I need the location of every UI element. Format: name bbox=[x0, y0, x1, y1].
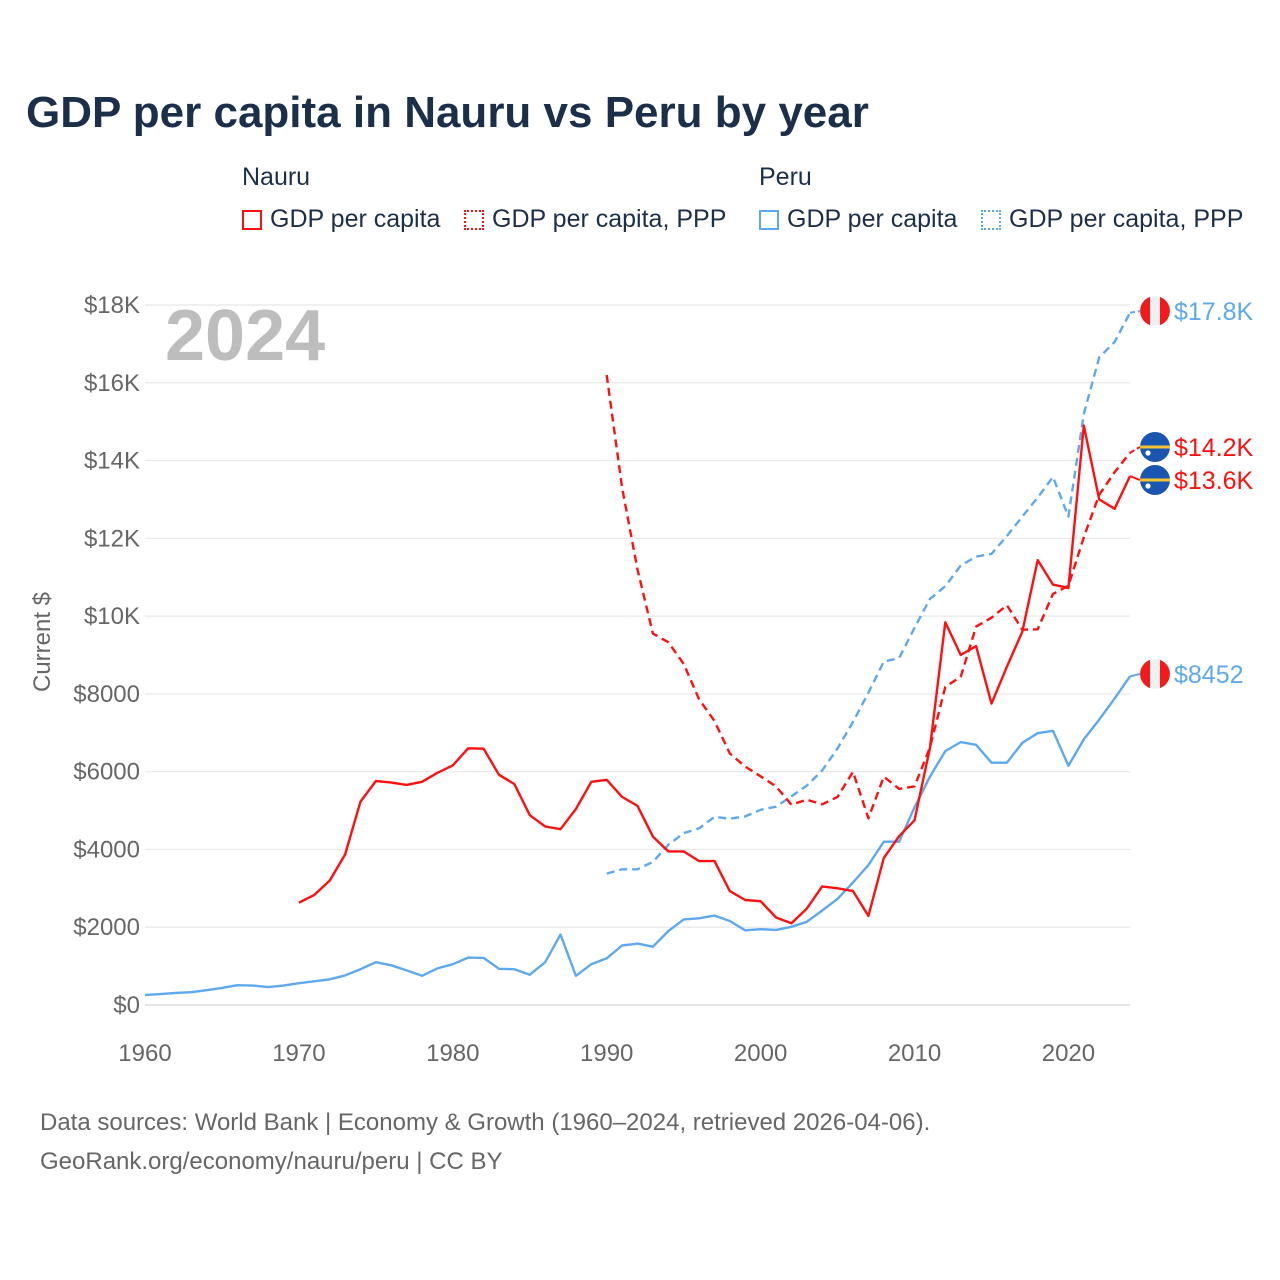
legend-swatch-solid bbox=[242, 209, 262, 230]
peru-flag-stripe bbox=[1140, 296, 1150, 326]
year-watermark: 2024 bbox=[165, 296, 326, 376]
y-tick-label: $10K bbox=[84, 603, 140, 630]
legend-label: GDP per capita, PPP bbox=[1009, 205, 1244, 233]
end-connector bbox=[1129, 446, 1141, 454]
series-line-peru-gdp-per-capita-ppp bbox=[606, 312, 1132, 875]
y-axis-label: Current $ bbox=[29, 592, 56, 692]
legend-label: GDP per capita, PPP bbox=[492, 205, 727, 233]
series-line-nauru-gdp-per-capita bbox=[298, 424, 1132, 925]
series-line-peru-gdp-per-capita bbox=[144, 675, 1131, 997]
y-tick-label: $18K bbox=[84, 292, 140, 319]
peru-flag-stripe bbox=[1140, 659, 1150, 689]
legend-swatch-dotted bbox=[981, 209, 1001, 230]
y-tick-label: $0 bbox=[113, 992, 140, 1019]
legend-group-nauru: Nauru bbox=[242, 163, 311, 191]
end-value-label: $14.2K bbox=[1174, 434, 1254, 462]
x-tick-label: 2000 bbox=[734, 1040, 787, 1067]
legend-nauru-gdp[interactable]: GDP per capita bbox=[242, 205, 440, 234]
x-tick-label: 1960 bbox=[118, 1040, 171, 1067]
chart-title: GDP per capita in Nauru vs Peru by year bbox=[26, 88, 869, 137]
series-line-nauru-gdp-per-capita-ppp bbox=[605, 374, 1131, 820]
y-tick-label: $2000 bbox=[73, 914, 140, 941]
y-tick-label: $8000 bbox=[73, 681, 140, 708]
x-tick-label: 1970 bbox=[272, 1040, 325, 1067]
x-tick-label: 2020 bbox=[1042, 1040, 1095, 1067]
legend-label: GDP per capita bbox=[270, 205, 441, 233]
footer-sources: Data sources: World Bank | Economy & Gro… bbox=[40, 1109, 931, 1136]
y-tick-label: $16K bbox=[84, 370, 140, 397]
end-connector bbox=[1129, 475, 1141, 481]
legend-label: GDP per capita bbox=[787, 205, 958, 233]
nauru-flag-stripe bbox=[1140, 445, 1170, 449]
end-value-label: $8452 bbox=[1174, 661, 1244, 689]
legend-peru-gdp[interactable]: GDP per capita bbox=[759, 205, 957, 234]
end-connector bbox=[1129, 310, 1141, 314]
x-tick-label: 2010 bbox=[888, 1040, 941, 1067]
nauru-flag-star bbox=[1145, 450, 1151, 456]
y-tick-label: $6000 bbox=[73, 759, 140, 786]
y-tick-label: $12K bbox=[84, 525, 140, 552]
nauru-flag-stripe bbox=[1140, 478, 1170, 482]
legend-swatch-solid bbox=[759, 209, 779, 230]
end-connector bbox=[1129, 673, 1141, 678]
nauru-flag-star bbox=[1145, 483, 1151, 489]
legend-nauru-ppp[interactable]: GDP per capita, PPP bbox=[464, 205, 726, 234]
legend-peru-ppp[interactable]: GDP per capita, PPP bbox=[981, 205, 1243, 234]
footer-link[interactable]: GeoRank.org/economy/nauru/peru | CC BY bbox=[40, 1148, 503, 1175]
legend-group-peru: Peru bbox=[759, 163, 812, 191]
legend-swatch-dotted bbox=[464, 209, 484, 230]
end-value-label: $17.8K bbox=[1174, 298, 1254, 326]
x-tick-label: 1990 bbox=[580, 1040, 633, 1067]
x-tick-label: 1980 bbox=[426, 1040, 479, 1067]
peru-flag-stripe bbox=[1160, 296, 1170, 326]
peru-flag-stripe bbox=[1160, 659, 1170, 689]
end-value-label: $13.6K bbox=[1174, 467, 1254, 495]
y-tick-label: $14K bbox=[84, 448, 140, 475]
y-tick-label: $4000 bbox=[73, 836, 140, 863]
